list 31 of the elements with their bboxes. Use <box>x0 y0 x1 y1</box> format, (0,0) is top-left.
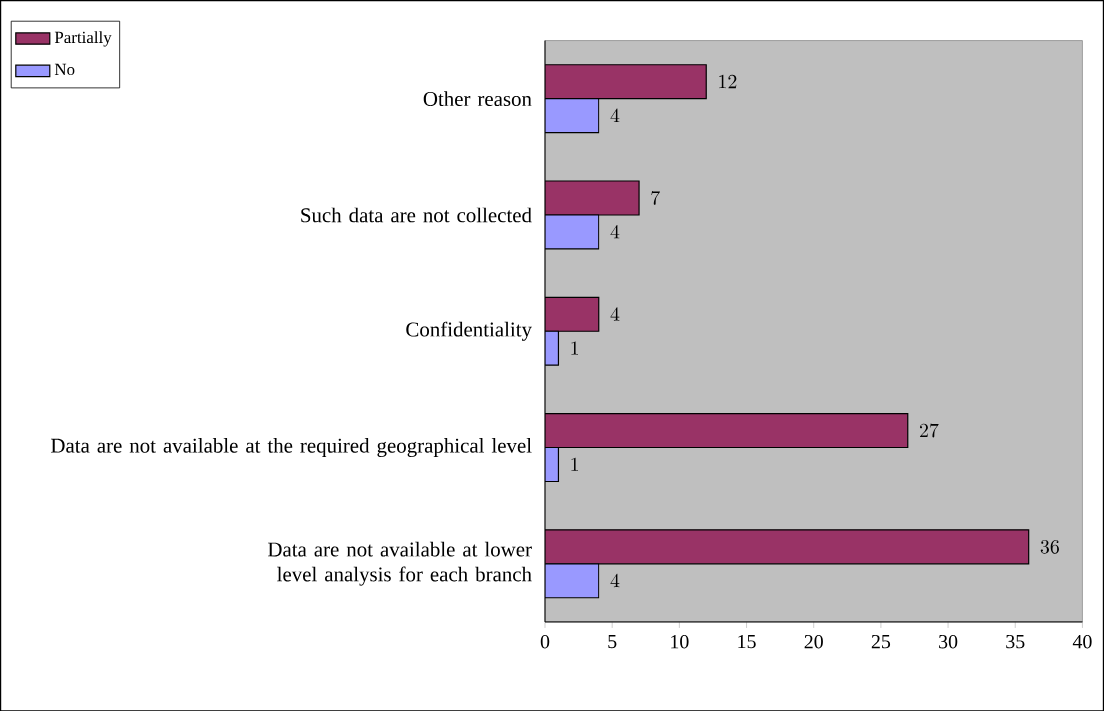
x-tick-label: 5 <box>608 634 617 648</box>
bar <box>545 412 909 448</box>
bar <box>545 180 640 216</box>
x-tick-label: 35 <box>1006 634 1025 649</box>
x-tick-label: 0 <box>540 634 550 649</box>
data-label: 1 <box>571 457 579 471</box>
bar <box>545 63 707 100</box>
data-label: 27 <box>919 423 939 438</box>
data-label: 4 <box>610 108 620 122</box>
bar <box>545 529 1030 565</box>
y-tick-label: Data are not available at lower level analysis for each branch <box>267 541 532 586</box>
x-tick-label: 10 <box>671 634 689 649</box>
y-tick-label: Such data are not collected <box>301 207 532 223</box>
bar <box>545 296 600 332</box>
x-tick-label: 40 <box>1072 634 1092 649</box>
x-tick-label: 15 <box>738 634 756 649</box>
data-label: 4 <box>610 224 620 239</box>
data-label: 36 <box>1040 539 1059 554</box>
data-label: 4 <box>610 573 620 587</box>
y-tick-label: Confidentiality <box>406 321 532 341</box>
data-label: 1 <box>571 341 579 355</box>
data-label: 4 <box>610 306 620 321</box>
x-tick-label: 20 <box>804 634 823 649</box>
legend-label: No <box>54 63 75 75</box>
x-tick-label: 25 <box>871 634 891 649</box>
y-tick-label: Other reason <box>423 91 532 106</box>
y-tick-label: Data are not available at the required geographical level <box>50 437 532 457</box>
x-tick-label: 30 <box>939 634 958 649</box>
data-label: 7 <box>651 190 660 205</box>
legend-label: Partially <box>54 30 112 47</box>
data-label: 12 <box>719 74 737 88</box>
